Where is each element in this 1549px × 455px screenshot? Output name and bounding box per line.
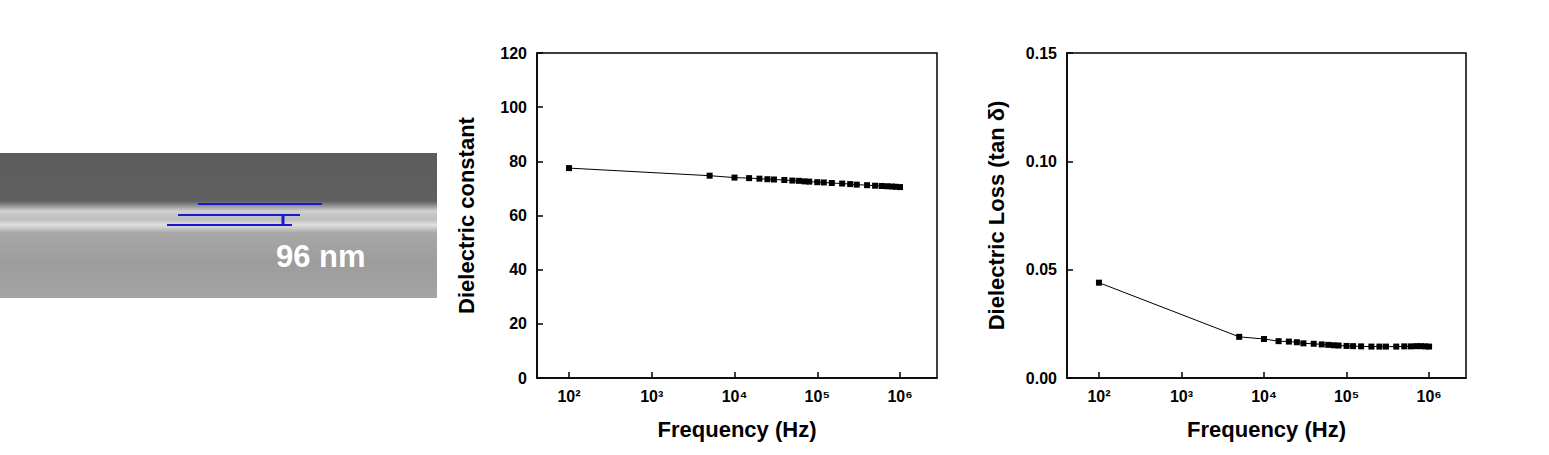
svg-text:10²: 10² <box>1087 388 1110 405</box>
svg-text:0.05: 0.05 <box>1026 261 1057 278</box>
svg-text:Frequency (Hz): Frequency (Hz) <box>1187 417 1346 442</box>
svg-text:10²: 10² <box>557 388 580 405</box>
svg-text:Frequency (Hz): Frequency (Hz) <box>658 417 817 442</box>
svg-text:0.00: 0.00 <box>1026 370 1057 387</box>
svg-text:0: 0 <box>518 370 527 387</box>
svg-text:10⁵: 10⁵ <box>1334 388 1359 405</box>
svg-text:60: 60 <box>509 207 527 224</box>
svg-text:Dielectric constant: Dielectric constant <box>454 116 479 314</box>
svg-text:10⁶: 10⁶ <box>887 388 912 405</box>
svg-text:0.15: 0.15 <box>1026 45 1057 62</box>
svg-text:80: 80 <box>509 153 527 170</box>
svg-text:20: 20 <box>509 315 527 332</box>
svg-text:40: 40 <box>509 261 527 278</box>
svg-text:10⁶: 10⁶ <box>1417 388 1442 405</box>
svg-text:100: 100 <box>500 99 527 116</box>
svg-text:10⁵: 10⁵ <box>805 388 830 405</box>
svg-text:10³: 10³ <box>1170 388 1193 405</box>
svg-text:10⁴: 10⁴ <box>722 388 748 405</box>
svg-text:Dielectric Loss (tan δ): Dielectric Loss (tan δ) <box>984 101 1009 331</box>
svg-text:10⁴: 10⁴ <box>1251 388 1277 405</box>
svg-text:120: 120 <box>500 45 527 62</box>
svg-text:0.10: 0.10 <box>1026 153 1057 170</box>
svg-text:10³: 10³ <box>640 388 663 405</box>
html-text:96 nm: 96 nm <box>276 239 366 274</box>
